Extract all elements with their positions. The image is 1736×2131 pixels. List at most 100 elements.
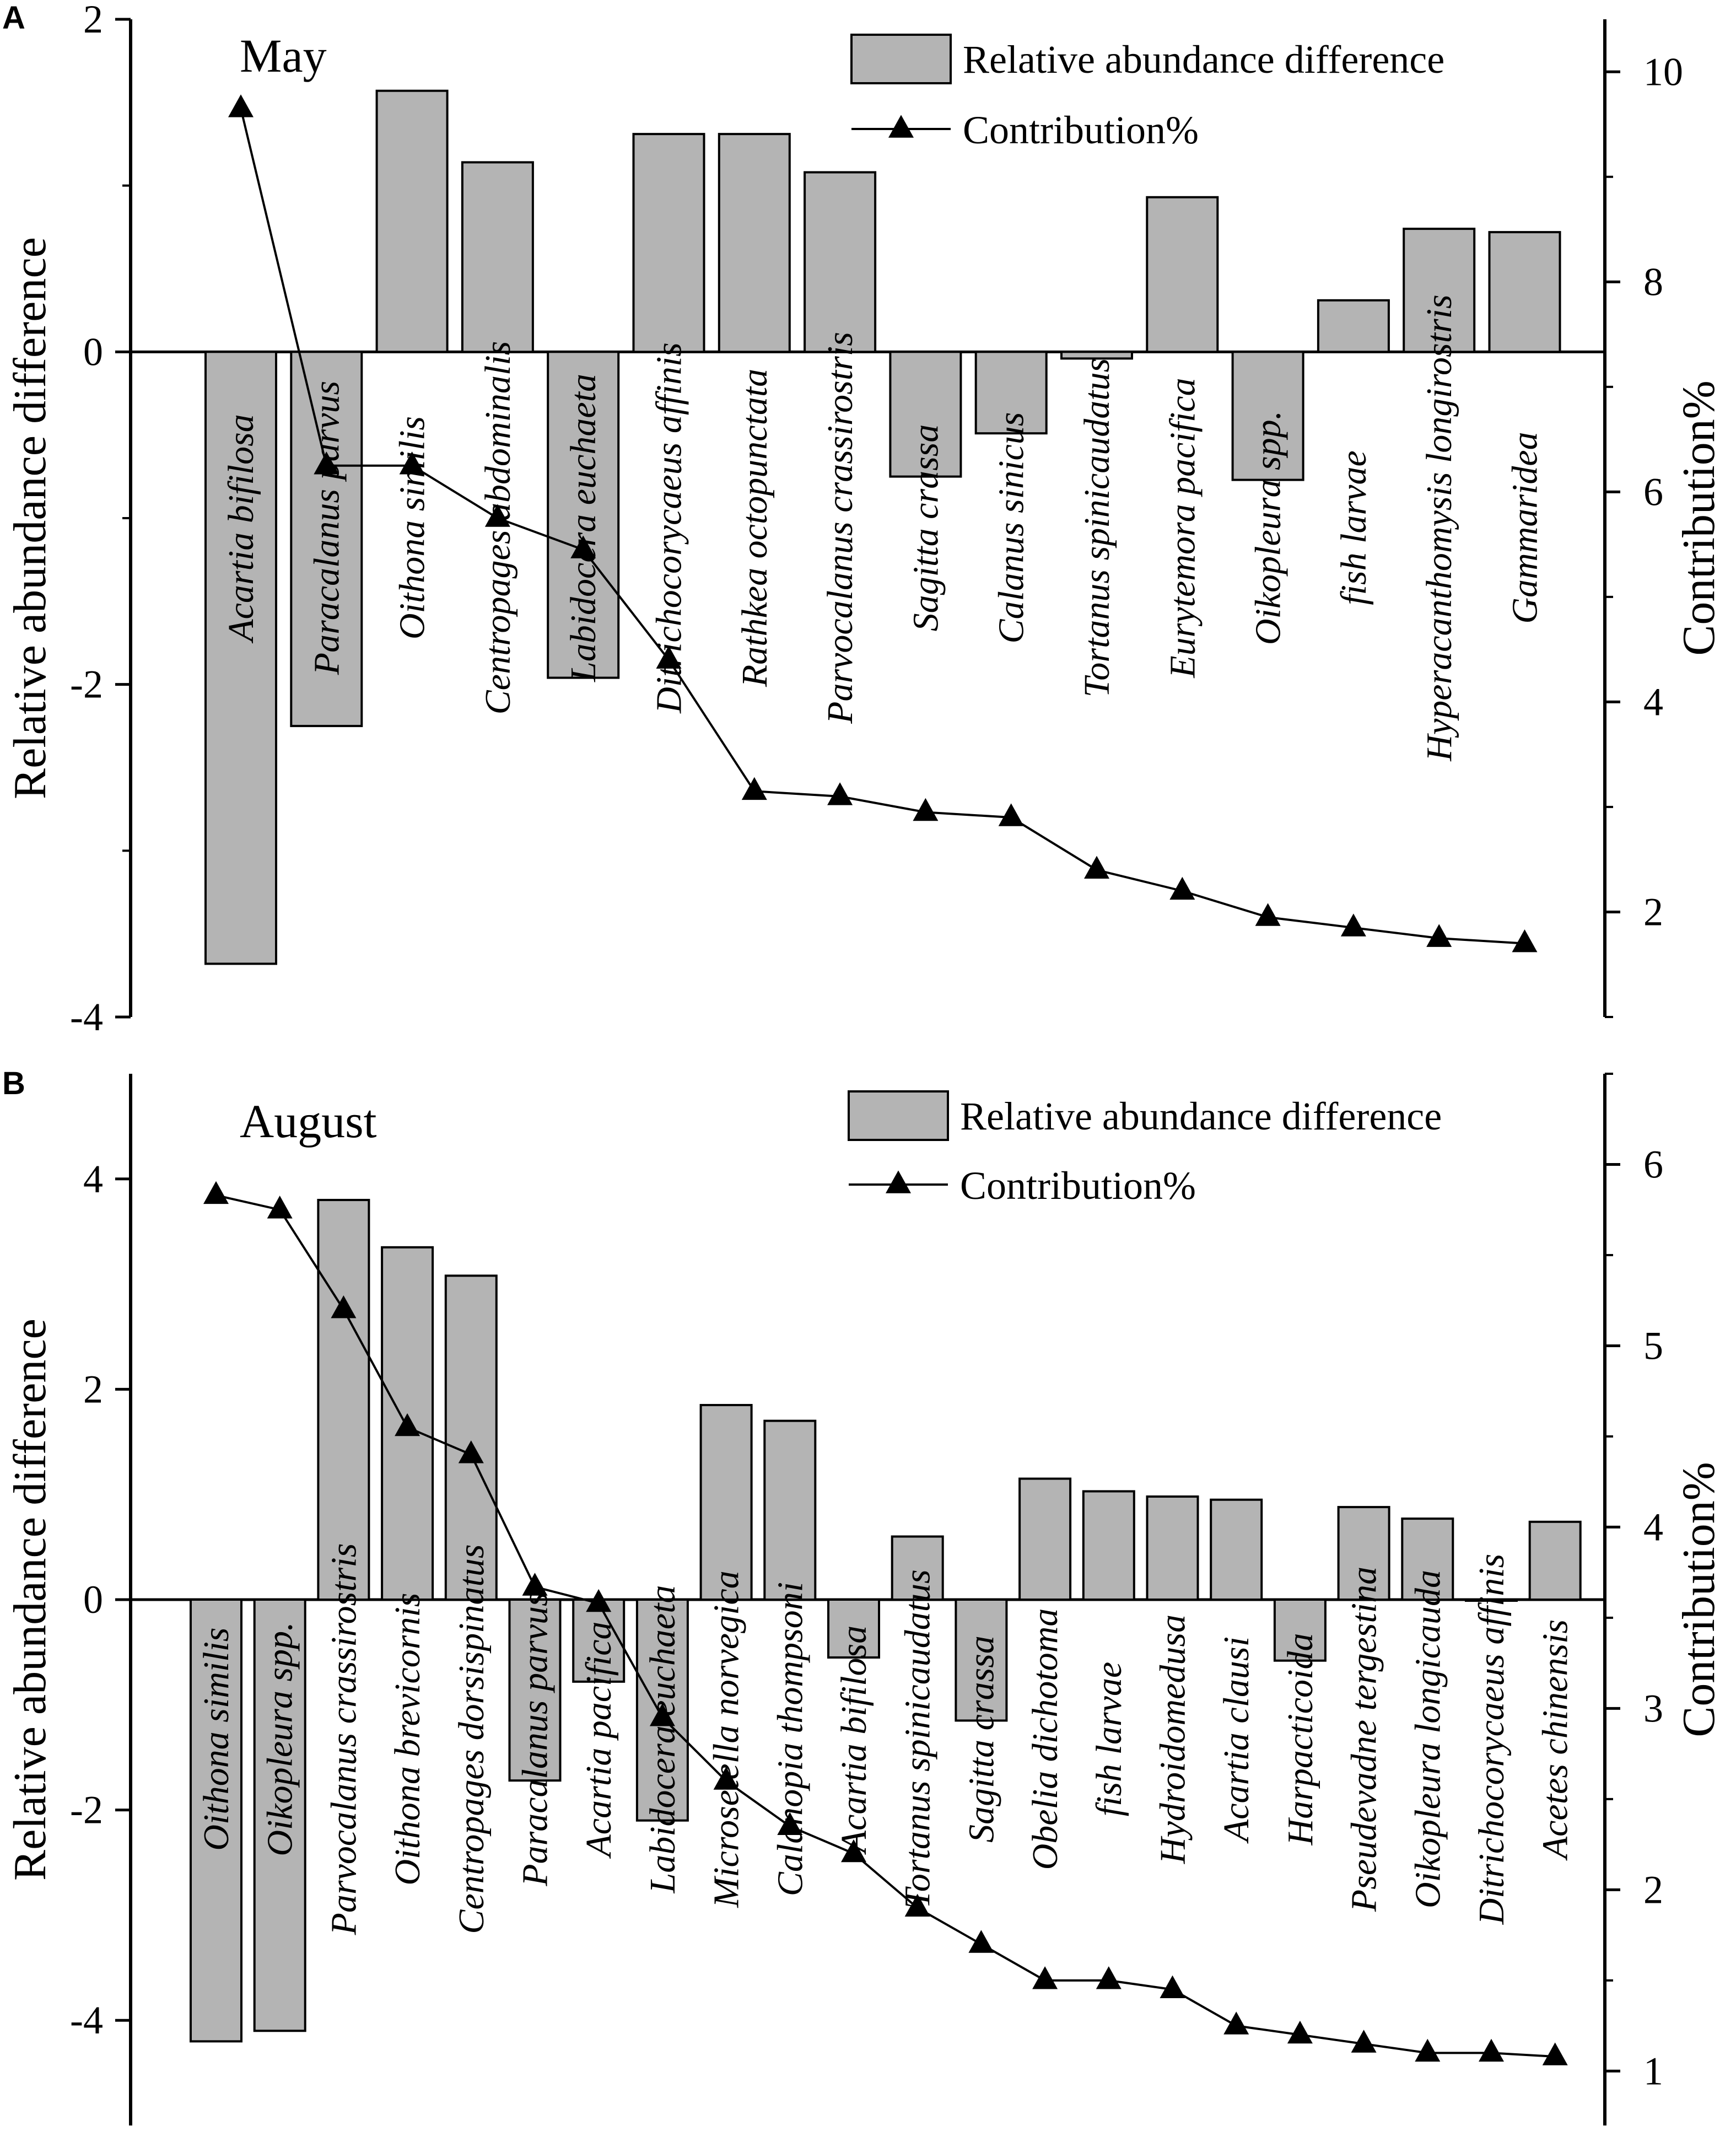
category-label: Sagitta crassa bbox=[961, 1635, 1001, 1843]
category-label: Paracalanus parvus bbox=[306, 381, 347, 675]
category-label: Paracalanus parvus bbox=[515, 1592, 556, 1886]
contribution-point bbox=[1223, 2011, 1249, 2035]
legend-triangle-marker bbox=[886, 1170, 911, 1193]
right-tick-label: 3 bbox=[1643, 1686, 1663, 1730]
left-tick-label: -4 bbox=[70, 995, 103, 1039]
contribution-point bbox=[1096, 1966, 1122, 1989]
contribution-line bbox=[240, 108, 1525, 945]
bar bbox=[1082, 1490, 1135, 1601]
bar bbox=[763, 1419, 817, 1601]
y2-axis-title: Contribution% bbox=[1673, 1462, 1724, 1737]
bar bbox=[547, 351, 620, 679]
panel-title: August bbox=[240, 1095, 377, 1148]
right-tick-label: 10 bbox=[1643, 50, 1683, 94]
contribution-point bbox=[1351, 2030, 1377, 2053]
bar bbox=[804, 171, 877, 353]
contribution-point bbox=[827, 782, 853, 805]
bar bbox=[253, 1599, 306, 2032]
bar bbox=[375, 89, 449, 353]
y-axis-title: Relative abundance difference bbox=[4, 1319, 56, 1881]
legend-bar-label: Relative abundance difference bbox=[960, 1094, 1442, 1138]
category-label: Rathkea octopunctata bbox=[735, 369, 775, 687]
category-label: Pseudevadne tergestina bbox=[1344, 1567, 1384, 1912]
chart-panel-b: B August -4 -2 0 2 4 1 2 3 4 5 6 Relative abundance d… bbox=[2, 1066, 1724, 2125]
bar bbox=[1146, 196, 1219, 353]
contribution-point bbox=[484, 504, 510, 527]
category-label: Gammaridea bbox=[1505, 432, 1545, 623]
category-label: Acartia pacifica bbox=[579, 1621, 619, 1859]
y-axis-title: Relative abundance difference bbox=[4, 237, 56, 799]
category-label: Sagitta crassa bbox=[905, 424, 946, 632]
category-label: Hyperacanthomysis longirostris bbox=[1419, 294, 1459, 761]
category-label: Parvocalanus crassirostris bbox=[324, 1543, 364, 1936]
bar bbox=[1231, 351, 1304, 481]
bar bbox=[827, 1599, 880, 1659]
contribution-point bbox=[1160, 1975, 1185, 1999]
contribution-point bbox=[713, 1767, 739, 1790]
category-label: Labidocera euchaeta bbox=[563, 374, 603, 682]
category-label: Obelia dichotoma bbox=[1025, 1608, 1065, 1870]
category-label: Oikopleura longicauda bbox=[1408, 1570, 1448, 1908]
y2-axis-title: Contribution% bbox=[1673, 380, 1724, 655]
category-label: fish larvae bbox=[1089, 1662, 1129, 1816]
contribution-point bbox=[1169, 876, 1195, 900]
left-tick-label: -2 bbox=[70, 663, 103, 707]
bar bbox=[1337, 1506, 1390, 1601]
bar bbox=[1401, 1517, 1454, 1601]
legend-line-label: Contribution% bbox=[963, 108, 1199, 152]
category-label: Harpacticoida bbox=[1280, 1633, 1320, 1846]
contribution-point bbox=[1415, 2038, 1441, 2062]
category-label: fish larvae bbox=[1334, 450, 1374, 605]
contribution-point bbox=[399, 451, 425, 475]
contribution-point bbox=[656, 645, 682, 669]
panel-letter: A bbox=[2, 0, 25, 36]
bar bbox=[1146, 1495, 1199, 1601]
category-label: Acetes chinensis bbox=[1535, 1619, 1576, 1861]
legend-triangle-marker bbox=[888, 115, 914, 138]
category-label: Acartia bifilosa bbox=[834, 1626, 874, 1855]
bar bbox=[974, 351, 1048, 435]
category-label: Centropages dorsispinatus bbox=[451, 1544, 492, 1934]
contribution-point bbox=[1255, 903, 1281, 926]
category-label: Hydroidomedusa bbox=[1153, 1615, 1193, 1864]
legend-bar-swatch bbox=[850, 34, 952, 84]
category-label: Microsetella norvegica bbox=[707, 1570, 747, 1908]
contribution-point bbox=[741, 777, 767, 800]
contribution-point bbox=[267, 1196, 293, 1219]
contribution-point bbox=[314, 451, 339, 475]
right-tick-label: 5 bbox=[1643, 1323, 1663, 1368]
contribution-point bbox=[203, 1181, 229, 1204]
legend-line-label: Contribution% bbox=[960, 1164, 1196, 1208]
right-tick-label: 6 bbox=[1643, 470, 1663, 514]
contribution-point bbox=[1479, 2038, 1504, 2062]
contribution-point bbox=[570, 535, 596, 558]
bar bbox=[444, 1274, 498, 1601]
bar bbox=[889, 351, 962, 478]
bar bbox=[1488, 231, 1561, 353]
left-tick-label: 2 bbox=[83, 0, 103, 41]
panel-title: May bbox=[240, 29, 327, 82]
right-tick-label: 4 bbox=[1643, 1505, 1663, 1549]
left-tick-label: -2 bbox=[70, 1788, 103, 1832]
bar bbox=[1403, 228, 1476, 353]
category-label: Parvocalanus crassirostris bbox=[820, 332, 860, 724]
category-label: Centropages abdominalis bbox=[478, 341, 518, 715]
contribution-point bbox=[1032, 1966, 1058, 1989]
chart-panel-a: A May -4 -2 0 2 2 4 6 8 10 Relative abundance diffe… bbox=[2, 0, 1724, 1039]
contribution-point bbox=[904, 1893, 930, 1917]
bar bbox=[1317, 299, 1390, 353]
contribution-point bbox=[522, 1573, 548, 1596]
contribution-line bbox=[215, 1194, 1555, 2058]
bar bbox=[290, 351, 363, 728]
bar bbox=[1060, 351, 1133, 360]
legend-bar-label: Relative abundance difference bbox=[963, 37, 1444, 82]
contribution-point bbox=[998, 803, 1024, 826]
bar bbox=[891, 1535, 944, 1601]
bar bbox=[508, 1599, 562, 1782]
category-label: Tortanus spinicaudatus bbox=[898, 1569, 938, 1909]
left-tick-label: 4 bbox=[83, 1157, 103, 1201]
bar bbox=[955, 1599, 1008, 1722]
contribution-point bbox=[1512, 929, 1538, 953]
panel-letter: B bbox=[2, 1066, 25, 1101]
contribution-point bbox=[777, 1812, 803, 1835]
